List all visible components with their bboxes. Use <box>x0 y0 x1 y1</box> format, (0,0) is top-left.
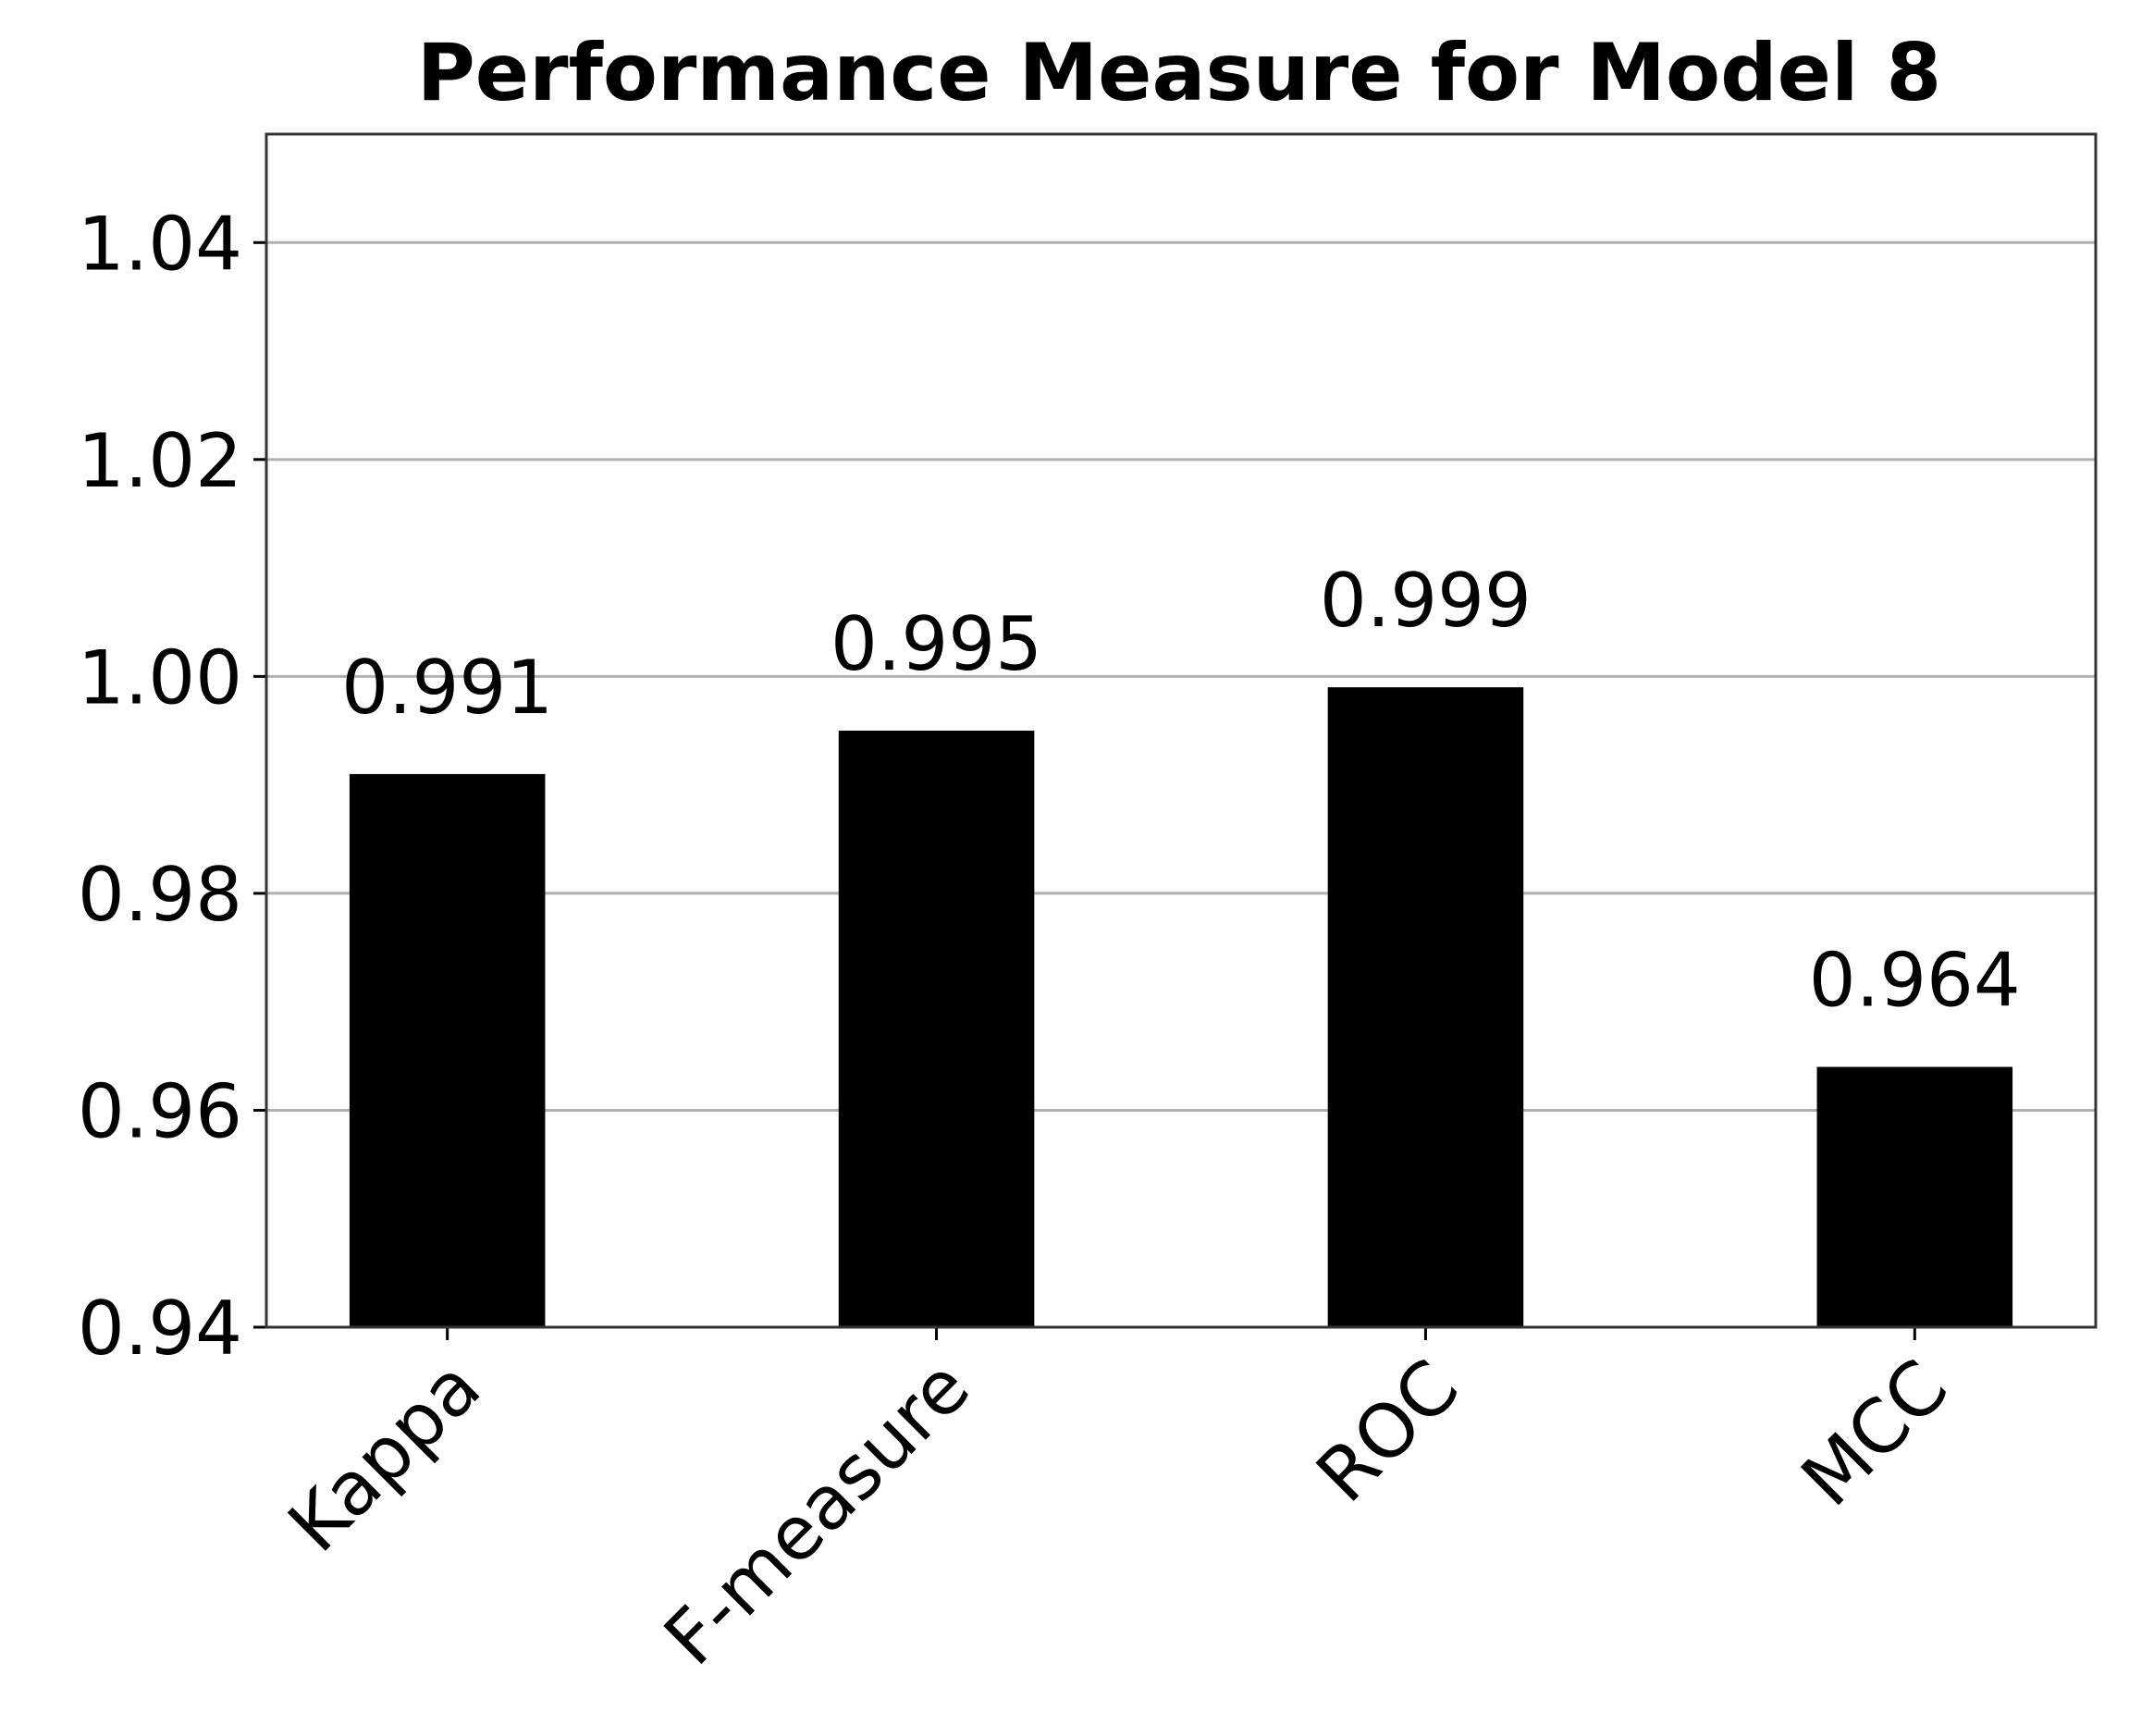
value-label: 0.999 <box>1320 558 1532 644</box>
y-tick-label: 1.00 <box>78 634 242 720</box>
y-tick-label: 1.02 <box>78 418 242 504</box>
plot-frame <box>265 132 2098 1329</box>
y-tick-label: 0.94 <box>78 1286 242 1372</box>
bar <box>1327 687 1524 1327</box>
y-tick-label: 0.98 <box>78 852 242 938</box>
bar <box>1816 1066 2013 1327</box>
y-tick-label: 0.96 <box>78 1068 242 1154</box>
x-tick-label: Kappa <box>272 1344 497 1569</box>
x-tick-label: ROC <box>1300 1344 1475 1519</box>
value-label: 0.991 <box>341 645 553 731</box>
chart-title: Performance Measure for Model 8 <box>417 27 1942 119</box>
x-tick-label: MCC <box>1785 1344 1964 1523</box>
bar <box>838 731 1035 1327</box>
bar <box>349 773 546 1327</box>
value-label: 0.964 <box>1809 938 2021 1024</box>
y-tick-label: 1.04 <box>78 201 242 287</box>
x-tick-label: F-measure <box>648 1344 986 1681</box>
value-label: 0.995 <box>831 601 1042 687</box>
